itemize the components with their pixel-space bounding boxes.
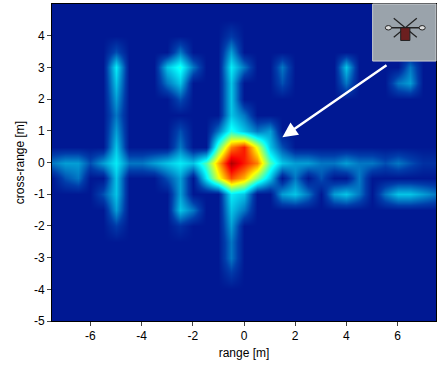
svg-text:-2: -2: [34, 219, 45, 233]
svg-text:4: 4: [343, 329, 350, 343]
svg-text:6: 6: [394, 329, 401, 343]
svg-text:-4: -4: [34, 283, 45, 297]
svg-text:2: 2: [292, 329, 299, 343]
svg-text:-6: -6: [85, 329, 96, 343]
svg-text:cross-range [m]: cross-range [m]: [13, 121, 27, 204]
svg-text:-1: -1: [34, 187, 45, 201]
svg-text:range [m]: range [m]: [219, 346, 270, 360]
svg-text:-4: -4: [136, 329, 147, 343]
svg-text:-3: -3: [34, 251, 45, 265]
svg-text:2: 2: [38, 92, 45, 106]
svg-text:4: 4: [38, 29, 45, 43]
svg-text:-5: -5: [34, 314, 45, 328]
svg-text:3: 3: [38, 61, 45, 75]
svg-text:1: 1: [38, 124, 45, 138]
svg-text:-2: -2: [187, 329, 198, 343]
svg-text:0: 0: [38, 156, 45, 170]
svg-text:0: 0: [241, 329, 248, 343]
